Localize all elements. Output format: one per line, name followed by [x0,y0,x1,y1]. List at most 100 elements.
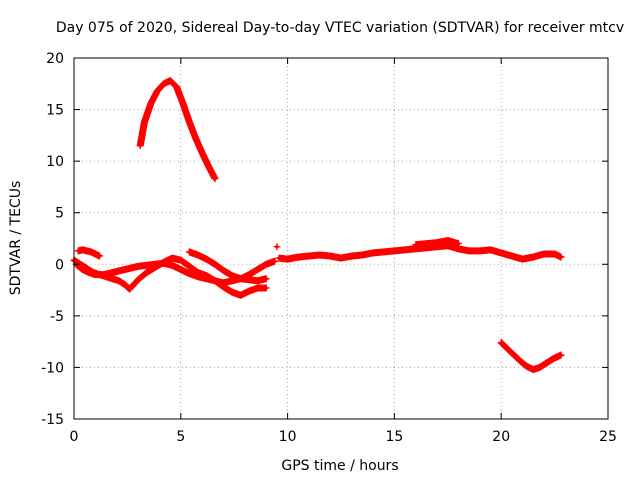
data-point [544,361,548,365]
data-point [98,273,102,277]
data-point [435,241,439,245]
data-point [194,136,198,141]
data-point [328,254,332,258]
data-point [221,285,226,289]
data-point [170,263,174,267]
data-point [499,251,503,255]
data-point [339,256,343,260]
data-point [350,254,354,258]
data-point [179,267,183,272]
y-tick-label: 5 [55,206,64,222]
data-point [506,347,510,351]
data-point [307,254,311,258]
data-point [424,242,429,246]
data-point [256,267,260,272]
data-point [174,85,179,89]
data-point [467,249,471,253]
data-point [221,268,226,273]
data-point [76,249,80,253]
data-point [531,367,535,372]
data-point [230,290,234,294]
y-axis-label: SDTVAR / TECUs [8,181,24,296]
data-point [179,258,183,262]
data-point [277,256,281,260]
data-point [127,266,132,271]
data-point [512,353,516,357]
data-point [247,278,251,282]
series-markers [74,246,104,260]
data-point [85,266,89,271]
data-point [239,293,243,297]
data-point [206,164,211,168]
y-tick-label: 10 [46,154,64,170]
y-tick-label: 20 [46,51,64,67]
data-point [256,279,260,283]
series-arc-peak [136,77,219,183]
data-point [196,270,200,275]
data-point [181,101,185,105]
data-point [247,273,251,277]
series-markers [136,77,219,183]
data-point [80,248,85,252]
data-point [136,264,140,268]
data-point [286,257,290,261]
data-point [247,289,251,293]
x-tick-label: 0 [70,429,79,445]
y-tick-label: -5 [50,309,64,325]
data-point [499,341,503,345]
data-point [446,244,450,248]
data-point [145,263,149,267]
data-point [510,254,514,258]
series-arc-g [275,242,565,263]
data-point [371,251,375,255]
x-tick-label: 25 [599,429,617,445]
data-point [525,364,529,368]
y-tick-label: 15 [46,103,64,119]
data-point [117,279,121,283]
data-point [264,277,268,281]
data-point [213,262,217,266]
series-markers [70,256,134,293]
data-point [538,365,542,370]
data-point [153,265,157,269]
chart-title: Day 075 of 2020, Sidereal Day-to-day VTE… [56,20,624,36]
data-point [446,238,450,243]
x-tick-label: 20 [492,429,510,445]
data-point [149,101,153,105]
data-point [559,255,563,259]
data-point [360,253,364,257]
data-point [196,253,200,257]
data-point [162,260,166,264]
data-point [213,177,217,181]
data-point [104,275,108,279]
data-point [559,353,563,357]
data-point [110,277,115,281]
series-arc-tail [497,339,565,373]
data-point [138,144,142,148]
data-point [230,274,234,278]
data-point [127,287,132,291]
data-point [382,250,386,254]
data-point [392,249,396,253]
x-tick-label: 15 [385,429,403,445]
data-point [168,79,172,83]
data-point [204,257,209,261]
data-point [162,82,166,86]
series-arc-h [412,237,462,249]
x-tick-label: 5 [176,429,185,445]
data-point [414,243,418,247]
data-point [200,151,204,155]
data-point [187,271,191,276]
data-point [553,252,557,256]
series-arc-c [70,256,134,293]
plot-frame [73,57,609,420]
series-arc-e [185,248,270,285]
data-point [478,249,482,253]
series-arc-b [74,246,104,260]
data-point [187,120,191,124]
data-point [456,247,461,251]
y-tick-label: -15 [41,412,64,428]
data-point [550,357,555,361]
data-point [170,256,174,260]
